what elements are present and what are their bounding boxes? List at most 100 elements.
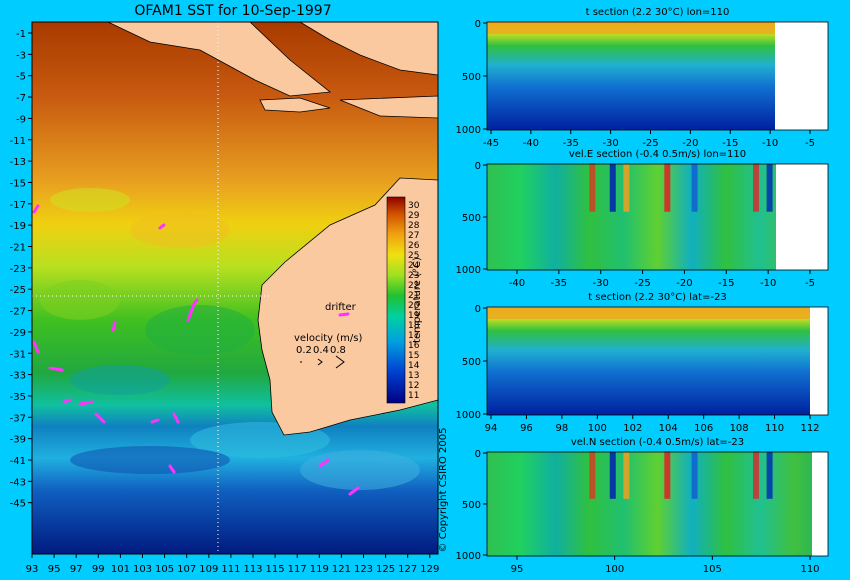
y-tick-label: 0 [475, 19, 481, 30]
x-tick-label: -25 [642, 138, 658, 149]
lon-tick-label: 127 [398, 564, 417, 575]
colorbar-tick-label: 17 [408, 331, 419, 341]
x-tick-label: -5 [805, 138, 815, 149]
x-tick-label: -20 [682, 138, 698, 149]
drifter-track [318, 458, 330, 468]
drifter-track [168, 464, 176, 474]
lat-tick-label: -17 [10, 200, 26, 211]
velocity-scale-label: 0.2 [296, 345, 312, 356]
x-tick-label: 110 [765, 423, 784, 434]
warm-surface-layer [487, 307, 828, 319]
y-tick-label: 0 [475, 449, 481, 460]
velocity-scale: 0.2 0.4 0.8 [296, 345, 346, 369]
x-tick-label: 95 [511, 564, 524, 575]
lat-tick-label: -13 [10, 157, 26, 168]
velocity-core [623, 164, 630, 212]
x-tick-label: 100 [605, 564, 624, 575]
land-mask [775, 22, 828, 130]
lat-tick-label: -25 [10, 285, 26, 296]
x-tick-label: 98 [556, 423, 569, 434]
y-tick-label: 500 [462, 500, 481, 511]
colorbar-tick-label: 14 [408, 361, 420, 371]
velocity-core [589, 452, 596, 499]
colorbar-tick-label: 26 [408, 241, 420, 251]
section-panel: t section (2.2 30°C) lat=-23 0 500 1000 94 96… [456, 292, 829, 434]
panel-title: t section (2.2 30°C) lon=110 [586, 7, 730, 18]
x-tick-label: -10 [762, 138, 778, 149]
drifter-tracks [32, 204, 360, 496]
colorbar-tick-label: 28 [408, 221, 420, 231]
y-tick-label: 500 [462, 213, 481, 224]
velocity-core [664, 164, 671, 212]
lat-tick-label: -45 [10, 499, 26, 510]
y-tick-label: 1000 [456, 125, 481, 136]
lon-tick-label: 107 [177, 564, 196, 575]
map-frame [31, 21, 439, 555]
lon-tick-label: 105 [155, 564, 174, 575]
land-lesser-sunda [259, 97, 331, 113]
section-panel: vel.N section (-0.4 0.5m/s) lat=-23 0 500 1… [456, 437, 829, 575]
sst-map [31, 21, 439, 555]
lat-tick-label: -5 [16, 72, 26, 83]
x-tick-label: -10 [760, 278, 776, 289]
x-tick-label: 104 [659, 423, 678, 434]
lat-tick-label: -37 [10, 413, 26, 424]
y-tick-label: 1000 [456, 551, 481, 562]
section-field [487, 452, 828, 556]
lat-tick-label: -19 [10, 221, 26, 232]
drifter-track [186, 298, 199, 322]
section-panel: t section (2.2 30°C) lon=110 0 500 1000-45 -… [456, 7, 829, 149]
x-tick-label: 110 [800, 564, 819, 575]
lon-tick-label: 121 [332, 564, 351, 575]
land-mask [776, 164, 828, 270]
velocity-label: velocity (m/s) [294, 333, 362, 344]
x-tick-label: 96 [520, 423, 533, 434]
drifter-legend-mark [338, 312, 350, 317]
colorbar-tick-label: 20 [408, 301, 420, 311]
velocity-arrow [335, 355, 345, 369]
map-lat-ticks: -1 -3 -5 -7 -9 -11 -13 -15 -17 -19 -21 -23 -25 -27 -29… [10, 29, 32, 510]
drifter-track [111, 320, 117, 332]
panel-title: t section (2.2 30°C) lat=-23 [588, 292, 727, 303]
drifter-label: drifter [325, 302, 357, 313]
lat-tick-label: -7 [16, 93, 26, 104]
section-field [487, 22, 828, 130]
colorbar-tick-label: 25 [408, 251, 419, 261]
colorbar-tick-label: 22 [408, 281, 419, 291]
velocity-core [623, 452, 630, 499]
x-tick-label: -5 [805, 278, 815, 289]
section-panel: vel.E section (-0.4 0.5m/s) lon=110 0 500 1… [456, 149, 829, 289]
x-tick-label: 112 [800, 423, 819, 434]
x-tick-label: -40 [523, 138, 539, 149]
velocity-core [664, 452, 671, 499]
y-tick-label: 0 [475, 304, 481, 315]
panel-title: vel.E section (-0.4 0.5m/s) lon=110 [569, 149, 746, 160]
colorbar-tick-label: 24 [408, 261, 420, 271]
x-tick-label: -35 [551, 278, 567, 289]
x-tick-label: -40 [509, 278, 525, 289]
colorbar-tick-label: 19 [408, 311, 420, 321]
colorbar-tick-label: 11 [408, 391, 419, 401]
warm-surface-layer [487, 22, 828, 34]
x-tick-label: -15 [718, 278, 734, 289]
lat-tick-label: -27 [10, 307, 26, 318]
lon-tick-label: 129 [420, 564, 439, 575]
colorbar-tick-label: 23 [408, 271, 419, 281]
velocity-core [691, 164, 698, 212]
lon-tick-label: 97 [70, 564, 83, 575]
colorbar-tick-label: 13 [408, 371, 419, 381]
x-tick-label: -30 [602, 138, 618, 149]
lon-tick-label: 93 [26, 564, 39, 575]
y-tick-label: 1000 [456, 410, 481, 421]
velocity-core [609, 164, 616, 212]
drifter-track [78, 400, 94, 406]
land-mask [812, 452, 828, 556]
x-tick-label: -45 [483, 138, 499, 149]
land-mask [810, 307, 828, 415]
colorbar-tick-label: 18 [408, 321, 420, 331]
lon-tick-label: 103 [133, 564, 152, 575]
copyright-notice: © Copyright CSIRO 2005 [438, 428, 449, 553]
y-tick-label: 500 [462, 357, 481, 368]
drifter-track [32, 204, 40, 214]
